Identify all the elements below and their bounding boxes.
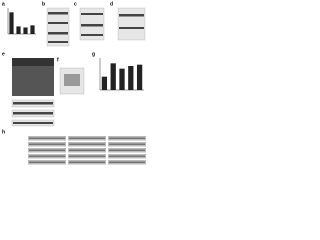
band — [29, 155, 65, 157]
blot — [79, 7, 105, 41]
band — [109, 161, 145, 163]
band — [69, 143, 105, 145]
band — [109, 149, 145, 151]
bar — [119, 68, 125, 90]
bar — [101, 76, 108, 90]
panel-label: b — [42, 1, 45, 7]
bar — [30, 25, 35, 34]
band — [69, 161, 105, 163]
blot — [59, 67, 85, 95]
panel-label: e — [2, 51, 5, 57]
panel-label: h — [2, 129, 5, 135]
blot — [11, 58, 55, 127]
blot — [46, 7, 70, 47]
band — [29, 137, 65, 139]
band — [69, 149, 105, 151]
bar — [23, 27, 28, 34]
band — [29, 143, 65, 145]
panel-label: g — [92, 51, 95, 57]
band — [69, 155, 105, 157]
bar — [110, 63, 116, 90]
panel-label: a — [2, 1, 5, 7]
band — [29, 161, 65, 163]
band — [69, 137, 105, 139]
panel-label: d — [110, 1, 113, 7]
band — [29, 149, 65, 151]
band — [109, 137, 145, 139]
band — [109, 155, 145, 157]
figure: a b c d e f g h — [2, 1, 146, 165]
band — [109, 143, 145, 145]
bar — [9, 12, 14, 35]
bar — [128, 66, 134, 90]
bar — [136, 64, 143, 90]
blot — [117, 7, 146, 41]
panel-label: f — [57, 57, 59, 63]
blot-grid — [28, 136, 146, 165]
panel-label: c — [74, 1, 77, 7]
bar — [16, 26, 21, 34]
